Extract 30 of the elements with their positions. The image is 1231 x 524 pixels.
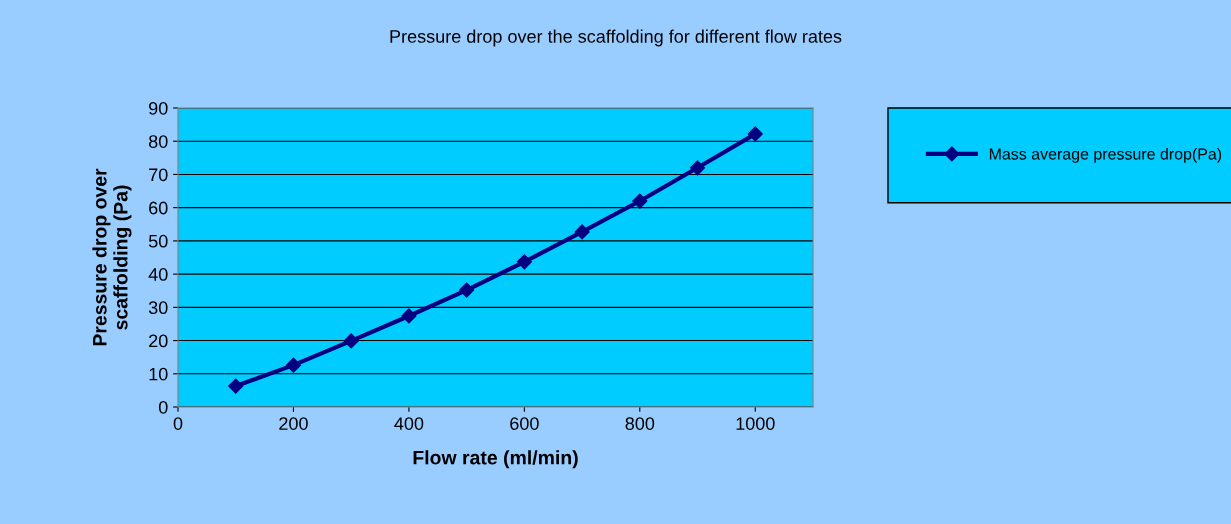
point [401, 308, 417, 324]
y-tick-label: 50 [148, 234, 168, 248]
point [747, 126, 763, 142]
y-tick-label: 40 [148, 268, 168, 281]
point [459, 282, 475, 298]
y-tick-label: 20 [149, 334, 168, 348]
y-tick-label: 60 [149, 201, 168, 215]
x-tick-label: 1000 [736, 417, 775, 430]
x-tick-label: 600 [510, 417, 539, 430]
x-tick-label: 400 [394, 417, 424, 430]
x-tick-label: 0 [173, 417, 183, 430]
x-axis-title: Flow rate (ml/min) [413, 450, 578, 469]
y-tick-label: 30 [148, 301, 168, 315]
x-tick-label: 800 [625, 417, 655, 430]
x-tick-label: 200 [279, 417, 308, 430]
legend-label: Mass average pressure drop(Pa) [989, 147, 1222, 163]
y-tick-label: 0 [158, 400, 168, 414]
y-tick-label: 80 [148, 135, 168, 148]
point [689, 160, 706, 176]
y-tick-label: 90 [149, 101, 168, 115]
point [285, 357, 302, 373]
point [632, 193, 648, 209]
y-tick-label: 70 [149, 168, 168, 182]
y-tick-label: 10 [149, 367, 168, 381]
point [228, 378, 244, 394]
point [343, 333, 359, 349]
point [516, 254, 532, 270]
point [574, 224, 590, 240]
chart-title: Pressure drop over the scaffolding for different flow rates [390, 29, 842, 47]
y-axis-title: Pressure drop over scaffolding (Pa) [92, 168, 132, 346]
